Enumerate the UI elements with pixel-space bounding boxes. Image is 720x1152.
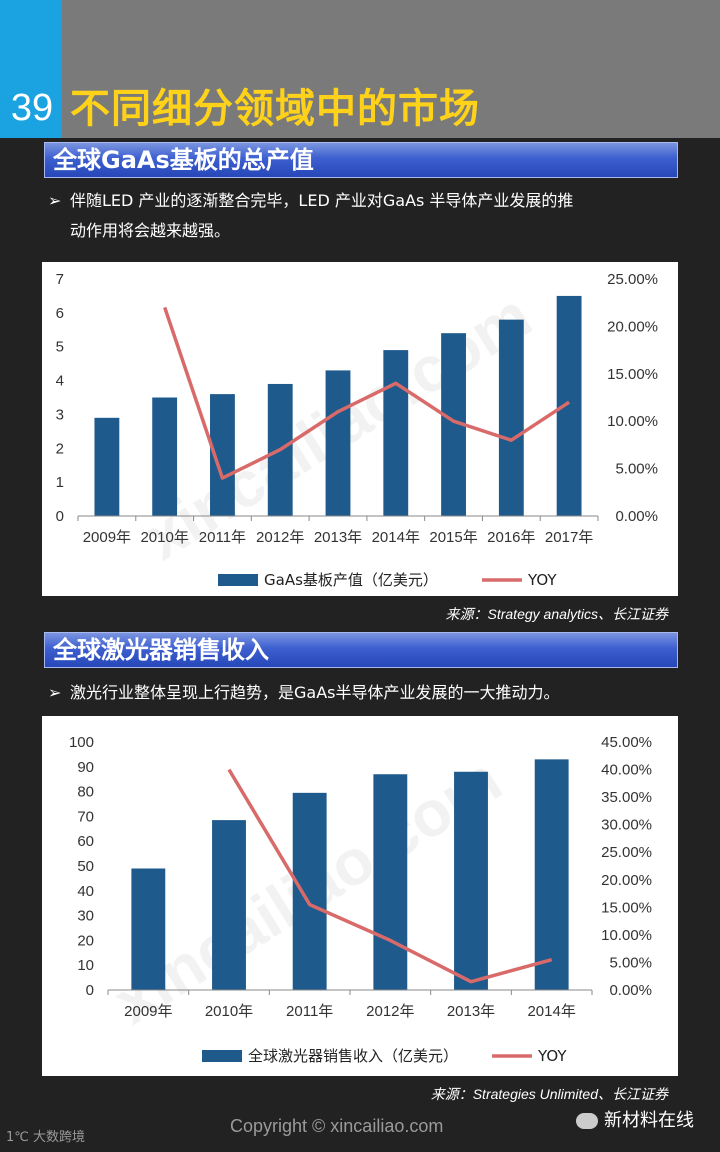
legend-line-label: YOY	[527, 571, 557, 589]
y-right-tick-label: 0.00%	[615, 508, 658, 525]
bar	[212, 820, 246, 990]
y-right-tick-label: 5.00%	[609, 954, 652, 971]
bar	[94, 417, 120, 516]
y-right-tick-label: 15.00%	[601, 899, 652, 916]
bullet-gaas-line2: 动作用将会越来越强。	[70, 221, 231, 240]
yoy-line	[163, 306, 571, 480]
x-tick-label: 2014年	[527, 1003, 575, 1020]
y-left-tick-label: 70	[77, 808, 94, 825]
x-tick-label: 2012年	[366, 1003, 414, 1020]
chart-gaas-box: xincailiao.com 0 1 2 3 4 5 6 7 0.00% 5.00% 10.00% 15…	[42, 262, 678, 596]
y-right-tick-label: 0.00%	[609, 982, 652, 999]
y-left-tick-label: 10	[77, 957, 94, 974]
x-tick-label: 2017年	[545, 529, 593, 546]
x-tick-label: 2010年	[140, 529, 188, 546]
arrow-bullet-icon: ➢	[48, 683, 62, 702]
y-right-tick-label: 40.00%	[601, 762, 652, 779]
bar	[131, 868, 166, 990]
x-tick-label: 2009年	[83, 529, 131, 546]
y-left-tick-label: 0	[86, 982, 94, 999]
source-gaas: 来源：Strategy analytics、长江证券	[445, 606, 669, 622]
y-left-tick-label: 6	[56, 305, 64, 322]
y-left-tick-label: 20	[77, 932, 94, 949]
y-left-tick-label: 50	[77, 858, 94, 875]
x-tick-label: 2011年	[199, 529, 246, 546]
y-left-tick-label: 80	[77, 784, 94, 801]
copyright-text: Copyright © xincailiao.com	[230, 1116, 444, 1136]
chart-gaas: xincailiao.com012345670.00%5.00%10.00%15…	[56, 271, 658, 589]
x-tick-label: 2013年	[447, 1003, 495, 1020]
arrow-bullet-icon: ➢	[48, 191, 62, 210]
y-left-tick-label: 30	[77, 908, 94, 925]
y-left-tick-label: 4	[56, 373, 64, 390]
wechat-icon	[576, 1113, 598, 1129]
x-tick-label: 2016年	[487, 529, 535, 546]
y-left-tick-label: 90	[77, 759, 94, 776]
page-number-block	[0, 0, 62, 138]
y-left-tick-label: 2	[56, 440, 64, 457]
x-tick-label: 2015年	[429, 529, 477, 546]
x-tick-label: 2009年	[124, 1003, 172, 1020]
bar	[498, 319, 524, 516]
bar	[325, 370, 351, 516]
page-title: 不同细分领域中的市场	[70, 86, 480, 132]
page-number: 39	[10, 87, 54, 129]
y-left-tick-label: 60	[77, 833, 94, 850]
y-left-tick-label: 7	[56, 271, 64, 288]
corner-logo: 1℃ 大数跨境	[6, 1130, 86, 1145]
x-tick-label: 2010年	[205, 1003, 253, 1020]
y-right-tick-label: 30.00%	[601, 817, 652, 834]
bar	[292, 792, 327, 990]
y-left-tick-label: 3	[56, 406, 64, 423]
bar	[454, 771, 488, 990]
bullet-laser: ➢ 激光行业整体呈现上行趋势，是GaAs半导体产业发展的一大推动力。	[48, 678, 678, 708]
legend-bar-swatch	[218, 574, 258, 586]
bullet-laser-line1: 激光行业整体呈现上行趋势，是GaAs半导体产业发展的一大推动力。	[70, 683, 560, 702]
bullet-gaas: ➢ 伴随LED 产业的逐渐整合完毕，LED 产业对GaAs 半导体产业发展的推 动…	[48, 186, 678, 246]
y-right-tick-label: 45.00%	[601, 734, 652, 751]
y-right-tick-label: 15.00%	[607, 366, 658, 383]
x-tick-label: 2012年	[256, 529, 304, 546]
x-tick-label: 2013年	[314, 529, 362, 546]
y-left-tick-label: 0	[56, 508, 64, 525]
legend-line-label: YOY	[537, 1047, 567, 1065]
chart-laser: xincailiao.com01020304050607080901000.00…	[69, 734, 652, 1065]
bullet-gaas-line1: 伴随LED 产业的逐渐整合完毕，LED 产业对GaAs 半导体产业发展的推	[70, 191, 574, 210]
source-laser: 来源：Strategies Unlimited、长江证券	[430, 1086, 668, 1102]
y-right-tick-label: 25.00%	[601, 844, 652, 861]
bar	[152, 397, 178, 516]
y-right-tick-label: 35.00%	[601, 789, 652, 806]
x-tick-label: 2011年	[286, 1003, 333, 1020]
y-left-tick-label: 5	[56, 339, 64, 356]
bar	[534, 759, 569, 990]
wechat-account-name: 新材料在线	[604, 1110, 694, 1131]
y-right-tick-label: 10.00%	[607, 413, 658, 430]
x-tick-label: 2014年	[372, 529, 420, 546]
y-left-tick-label: 40	[77, 883, 94, 900]
y-right-tick-label: 5.00%	[615, 461, 658, 478]
wechat-account: 新材料在线	[576, 1106, 694, 1132]
y-right-tick-label: 10.00%	[601, 927, 652, 944]
y-right-tick-label: 20.00%	[601, 872, 652, 889]
legend-bar-label: GaAs基板产值（亿美元）	[264, 571, 438, 589]
y-left-tick-label: 1	[56, 474, 64, 491]
legend-bar-swatch	[202, 1050, 242, 1062]
y-right-tick-label: 25.00%	[607, 271, 658, 288]
section-title-laser: 全球激光器销售收入	[44, 632, 678, 668]
legend-bar-label: 全球激光器销售收入（亿美元）	[248, 1047, 458, 1065]
section-title-gaas: 全球GaAs基板的总产值	[44, 142, 678, 178]
y-left-tick-label: 100	[69, 734, 94, 751]
y-right-tick-label: 20.00%	[607, 318, 658, 335]
bar	[373, 774, 408, 990]
chart-laser-box: xincailiao.com01020304050607080901000.00…	[42, 716, 678, 1076]
header-band	[0, 0, 720, 138]
bar	[383, 350, 409, 516]
